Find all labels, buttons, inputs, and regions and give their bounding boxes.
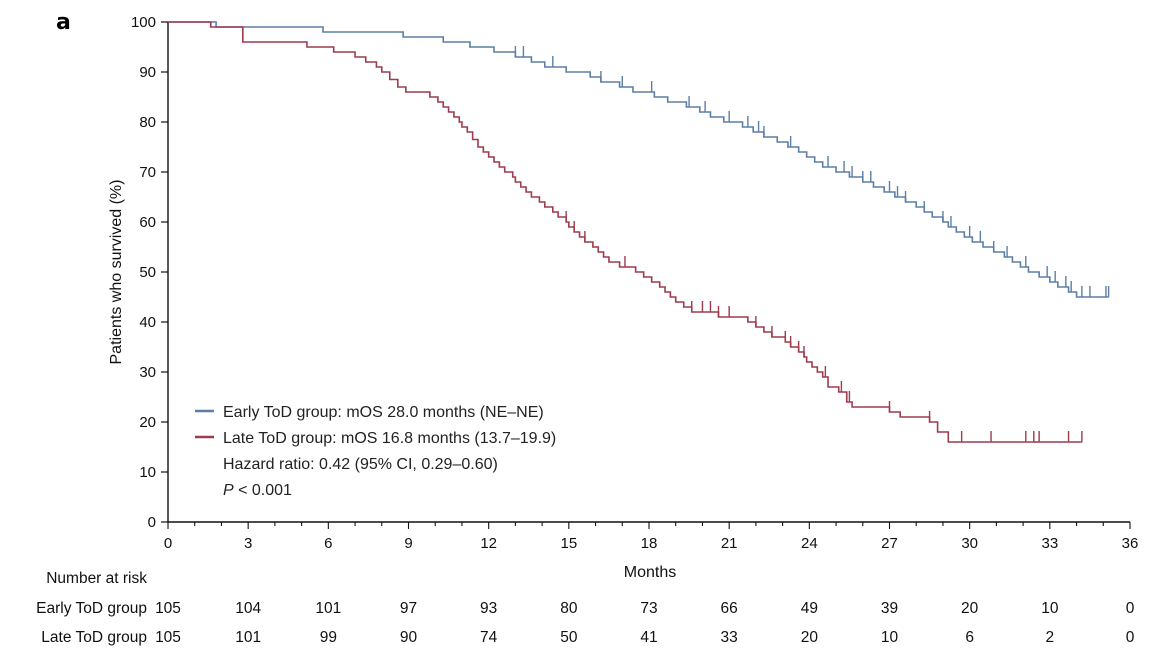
x-tick-label: 0: [164, 535, 172, 552]
x-tick-label: 27: [881, 535, 898, 552]
y-axis: 0 10 20 30 40 50 60 70 80 90 100: [131, 14, 169, 531]
late-tod-curve: [168, 21, 1082, 443]
risk-value: 20: [801, 629, 819, 646]
hazard-ratio-annotation: Hazard ratio: 0.42 (95% CI, 0.29–0.60): [223, 456, 498, 473]
risk-value: 2: [1046, 629, 1055, 646]
x-tick-label: 15: [560, 535, 577, 552]
risk-row-label: Late ToD group: [41, 629, 147, 646]
risk-value: 6: [965, 629, 974, 646]
risk-value: 39: [881, 600, 898, 617]
x-tick-label: 6: [324, 535, 332, 552]
y-tick-label: 60: [139, 214, 156, 231]
early-tod-curve: [168, 21, 1109, 298]
x-tick-label: 33: [1041, 535, 1058, 552]
legend: Early ToD group: mOS 28.0 months (NE–NE)…: [195, 404, 556, 499]
number-at-risk-table: Number at risk Early ToD group 105 104 101 9…: [36, 570, 1135, 646]
risk-value: 104: [235, 600, 261, 617]
y-tick-label: 30: [139, 364, 156, 381]
risk-row-label: Early ToD group: [36, 600, 147, 617]
x-tick-label: 12: [480, 535, 497, 552]
risk-value: 73: [640, 600, 657, 617]
risk-value: 49: [801, 600, 818, 617]
risk-value: 99: [320, 629, 337, 646]
y-tick-label: 40: [139, 314, 156, 331]
risk-value: 93: [480, 600, 497, 617]
x-tick-label: 24: [801, 535, 818, 552]
y-tick-label: 80: [139, 114, 156, 131]
x-tick-label: 36: [1122, 535, 1139, 552]
risk-value: 90: [400, 629, 418, 646]
p-value-annotation: P < 0.001: [223, 482, 292, 499]
risk-value: 0: [1126, 600, 1135, 617]
x-tick-label: 9: [404, 535, 412, 552]
risk-value: 41: [640, 629, 657, 646]
risk-value: 97: [400, 600, 417, 617]
y-tick-label: 90: [139, 64, 156, 81]
x-tick-label: 30: [961, 535, 978, 552]
y-axis-title: Patients who survived (%): [108, 180, 125, 365]
y-tick-label: 10: [139, 464, 156, 481]
risk-value: 105: [155, 600, 181, 617]
risk-value: 20: [961, 600, 979, 617]
risk-value: 50: [560, 629, 578, 646]
risk-value: 10: [1041, 600, 1059, 617]
risk-value: 0: [1126, 629, 1135, 646]
risk-value: 80: [560, 600, 578, 617]
x-tick-label: 18: [641, 535, 658, 552]
survival-curves: [168, 21, 1110, 443]
x-axis: 0 3 6 9 12 15 18 21 24 27 30 33 36: [164, 521, 1139, 552]
x-tick-label: 21: [721, 535, 738, 552]
risk-value: 66: [721, 600, 738, 617]
y-tick-label: 100: [131, 14, 156, 31]
y-tick-label: 70: [139, 164, 156, 181]
x-tick-label: 3: [244, 535, 252, 552]
y-tick-label: 20: [139, 414, 156, 431]
risk-value: 74: [480, 629, 498, 646]
panel-label: a: [56, 10, 71, 35]
risk-table-title: Number at risk: [46, 570, 147, 587]
risk-value: 101: [235, 629, 261, 646]
risk-value: 105: [155, 629, 181, 646]
risk-value: 10: [881, 629, 899, 646]
risk-value: 33: [721, 629, 738, 646]
legend-label-late: Late ToD group: mOS 16.8 months (13.7–19…: [223, 430, 556, 447]
x-axis-title: Months: [624, 564, 676, 581]
legend-label-early: Early ToD group: mOS 28.0 months (NE–NE): [223, 404, 544, 421]
risk-value: 101: [315, 600, 341, 617]
y-tick-label: 50: [139, 264, 156, 281]
y-tick-label: 0: [148, 514, 156, 531]
